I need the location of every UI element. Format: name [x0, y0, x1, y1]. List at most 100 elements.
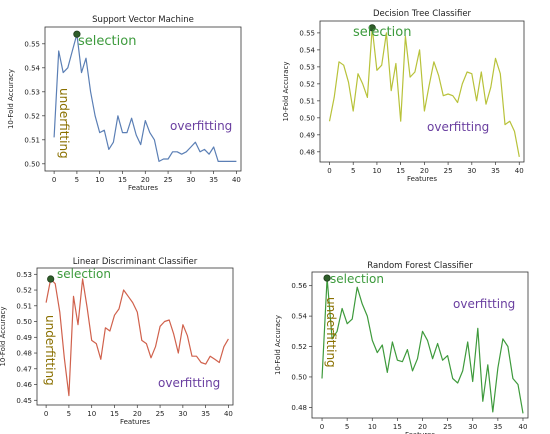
overfitting-annotation: overfitting: [158, 376, 220, 390]
chart-panel-4: Random Forest Classifier Features 10-Fold …: [274, 261, 529, 434]
x-tick-label: 0: [327, 167, 331, 175]
x-axis-label: Features: [407, 175, 437, 183]
selection-annotation: selection: [57, 267, 111, 281]
y-tick-label: 0.45: [16, 397, 32, 405]
x-tick-label: 40: [515, 167, 524, 175]
x-tick-label: 20: [133, 410, 142, 418]
y-tick-label: 0.52: [16, 287, 32, 295]
series-line: [45, 278, 229, 397]
y-tick-label: 0.50: [24, 160, 40, 168]
y-tick-label: 0.48: [299, 148, 315, 156]
x-tick-label: 35: [201, 410, 210, 418]
x-tick-label: 40: [519, 423, 528, 431]
selection-annotation: selection: [330, 272, 384, 286]
x-tick-label: 30: [186, 176, 195, 184]
x-tick-label: 5: [345, 423, 349, 431]
y-tick-label: 0.52: [291, 343, 307, 351]
series-line: [328, 27, 520, 158]
y-tick-label: 0.50: [16, 318, 32, 326]
y-tick-label: 0.54: [291, 313, 307, 321]
y-tick-label: 0.52: [24, 112, 40, 120]
y-axis-label: 10-Fold Accuracy: [0, 306, 7, 366]
x-tick-label: 25: [164, 176, 173, 184]
y-axis-label: 10-Fold Accuracy: [274, 315, 282, 375]
x-tick-label: 30: [178, 410, 187, 418]
selection-annotation: selection: [78, 34, 136, 49]
x-tick-label: 30: [468, 423, 477, 431]
y-tick-label: 0.56: [291, 282, 307, 290]
x-tick-label: 35: [493, 423, 502, 431]
chart-panel-3: Linear Discriminant Classifier Features 10…: [0, 257, 234, 426]
overfitting-annotation: overfitting: [453, 297, 515, 311]
y-tick-label: 0.53: [16, 271, 32, 279]
series-line: [53, 33, 237, 162]
x-tick-label: 10: [95, 176, 104, 184]
chart-panel-1: Support Vector Machine Features 10-Fold Ac…: [7, 15, 242, 192]
y-tick-label: 0.51: [24, 136, 40, 144]
x-tick-label: 25: [444, 167, 453, 175]
x-axis-label: Features: [128, 184, 158, 192]
x-tick-label: 10: [87, 410, 96, 418]
y-tick-label: 0.51: [299, 97, 315, 105]
y-tick-label: 0.52: [299, 80, 315, 88]
plot-frame: [36, 267, 234, 406]
y-tick-label: 0.48: [291, 404, 307, 412]
selection-point-marker: [73, 30, 81, 38]
x-axis-label: Features: [405, 431, 435, 434]
y-tick-label: 0.46: [16, 381, 32, 389]
chart-title: Decision Tree Classifier: [373, 9, 472, 19]
x-tick-label: 30: [467, 167, 476, 175]
plot-frame: [319, 20, 525, 163]
y-axis-label: 10-Fold Accuracy: [282, 61, 290, 121]
selection-point-marker: [47, 275, 55, 283]
plot-frame: [311, 271, 529, 419]
overfitting-annotation: overfitting: [427, 120, 489, 134]
x-tick-label: 15: [393, 423, 402, 431]
y-tick-label: 0.51: [16, 302, 32, 310]
chart-title: Random Forest Classifier: [367, 261, 473, 271]
y-tick-label: 0.53: [24, 88, 40, 96]
x-tick-label: 0: [52, 176, 56, 184]
x-tick-label: 10: [372, 167, 381, 175]
selection-point-marker: [323, 274, 331, 282]
chart-title: Support Vector Machine: [92, 15, 194, 25]
y-tick-label: 0.54: [299, 46, 315, 54]
y-tick-label: 0.54: [24, 64, 40, 72]
x-tick-label: 10: [368, 423, 377, 431]
x-tick-label: 5: [351, 167, 355, 175]
overfitting-annotation: overfitting: [170, 119, 232, 133]
x-tick-label: 5: [67, 410, 71, 418]
x-tick-label: 15: [110, 410, 119, 418]
chart-panel-2: Decision Tree Classifier Features 10-Fold …: [282, 9, 525, 183]
y-axis-label: 10-Fold Accuracy: [7, 69, 15, 129]
chart-title: Linear Discriminant Classifier: [73, 257, 198, 267]
x-tick-label: 35: [209, 176, 218, 184]
x-tick-label: 5: [75, 176, 79, 184]
x-tick-label: 40: [232, 176, 241, 184]
y-tick-label: 0.49: [16, 334, 32, 342]
x-tick-label: 35: [491, 167, 500, 175]
series-line: [321, 277, 524, 414]
x-tick-label: 0: [320, 423, 324, 431]
underfitting-annotation: underfitting: [57, 88, 71, 159]
underfitting-annotation: underfitting: [43, 315, 57, 386]
y-tick-label: 0.49: [299, 131, 315, 139]
x-tick-label: 25: [443, 423, 452, 431]
x-tick-label: 15: [118, 176, 127, 184]
x-tick-label: 20: [141, 176, 150, 184]
y-tick-label: 0.55: [299, 29, 315, 37]
underfitting-annotation: underfitting: [324, 297, 338, 368]
x-tick-label: 20: [418, 423, 427, 431]
y-tick-label: 0.48: [16, 350, 32, 358]
y-tick-label: 0.55: [24, 40, 40, 48]
x-tick-label: 40: [224, 410, 233, 418]
y-tick-label: 0.50: [291, 373, 307, 381]
x-tick-label: 15: [396, 167, 405, 175]
plot-frame: [44, 26, 242, 172]
x-tick-label: 25: [156, 410, 165, 418]
x-tick-label: 20: [420, 167, 429, 175]
selection-point-marker: [368, 24, 376, 32]
y-tick-label: 0.53: [299, 63, 315, 71]
y-tick-label: 0.50: [299, 114, 315, 122]
